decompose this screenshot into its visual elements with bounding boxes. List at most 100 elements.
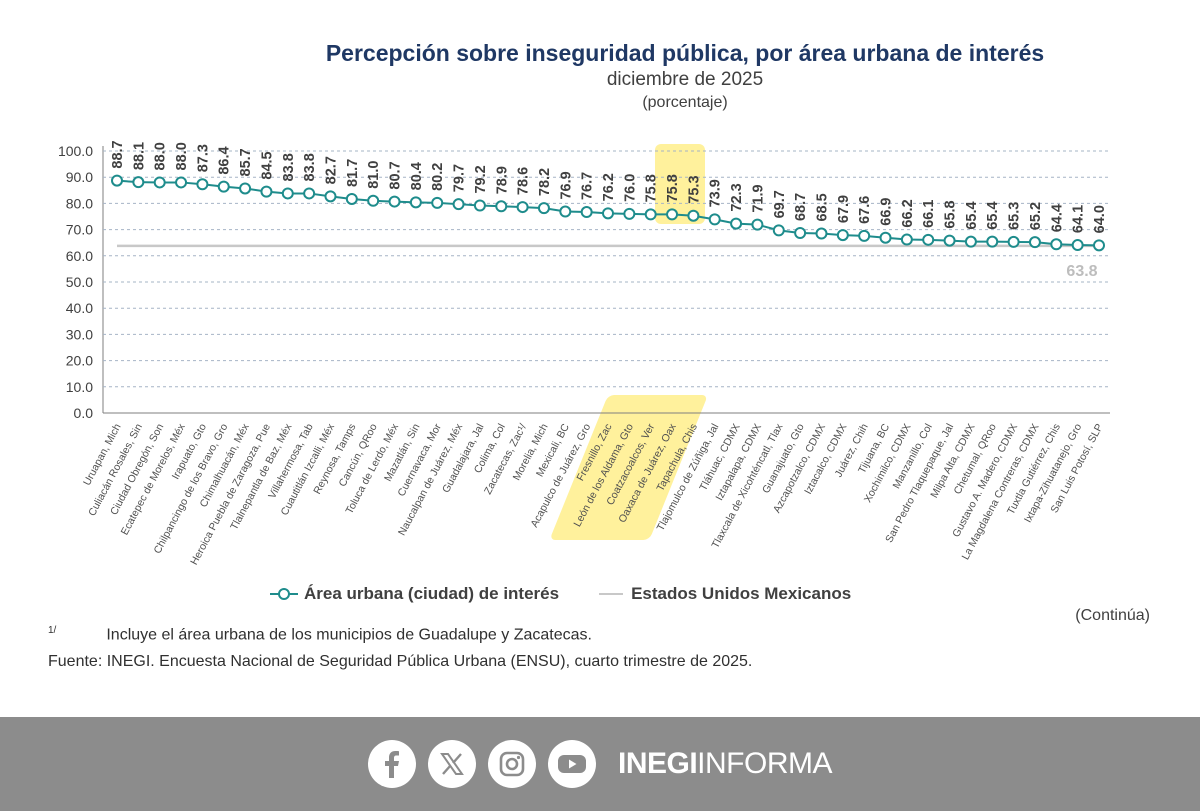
footnote-mark: 1/ <box>48 625 57 636</box>
legend-label-city: Área urbana (ciudad) de interés <box>304 584 560 603</box>
data-point <box>1093 239 1105 252</box>
data-label: 88.0 <box>174 142 190 170</box>
y-tick-label: 70.0 <box>66 222 93 238</box>
x-icon[interactable] <box>427 740 476 788</box>
data-point <box>879 231 892 244</box>
y-tick-label: 90.0 <box>66 169 93 185</box>
data-label: 79.2 <box>473 165 489 193</box>
legend-marker-city <box>270 588 298 600</box>
data-label: 75.8 <box>644 174 660 202</box>
data-point <box>1050 238 1063 251</box>
data-point <box>666 208 679 221</box>
data-label: 66.1 <box>921 200 937 228</box>
data-label: 81.0 <box>366 161 382 189</box>
data-point <box>708 213 721 226</box>
data-label: 80.4 <box>409 162 425 190</box>
data-point <box>751 218 764 231</box>
line-chart: 100.0 90.0 80.0 70.0 60.0 50.0 40.0 30.0 20.0 10.… <box>58 140 1110 567</box>
chart-subtitle: diciembre de 2025 <box>606 69 764 90</box>
data-point <box>260 185 273 198</box>
y-tick-label: 60.0 <box>66 248 93 264</box>
data-point <box>196 178 209 191</box>
data-label: 69.7 <box>772 190 788 218</box>
data-label: 82.7 <box>323 156 339 184</box>
data-label: 64.4 <box>1049 204 1065 232</box>
source-text: Fuente: INEGI. Encuesta Nacional de Segu… <box>48 653 753 670</box>
y-tick-label: 100.0 <box>58 143 93 159</box>
data-point <box>345 192 358 205</box>
data-label: 85.7 <box>238 148 254 176</box>
data-label: 78.2 <box>537 168 553 196</box>
data-label: 80.2 <box>430 163 446 191</box>
footer-bar: INEGIINFORMA <box>0 717 1200 811</box>
data-point <box>239 182 252 195</box>
data-point <box>943 234 956 247</box>
data-label: 67.6 <box>857 196 873 224</box>
y-tick-label: 10.0 <box>66 379 93 395</box>
y-tick-label: 30.0 <box>66 326 93 342</box>
data-label: 67.9 <box>836 195 852 223</box>
data-point <box>1071 239 1084 252</box>
data-point <box>815 227 828 240</box>
data-label: 79.7 <box>452 164 468 192</box>
data-point <box>495 200 508 213</box>
data-point <box>644 208 657 221</box>
data-point <box>367 194 380 207</box>
data-point <box>922 233 935 246</box>
data-label: 68.5 <box>814 193 830 221</box>
data-label: 76.9 <box>558 171 574 199</box>
data-label: 65.2 <box>1028 202 1044 230</box>
youtube-icon[interactable] <box>547 740 596 788</box>
data-label: 71.9 <box>750 184 766 212</box>
legend-marker-national <box>599 593 624 595</box>
data-label: 76.0 <box>622 174 638 202</box>
data-label: 83.8 <box>281 153 297 181</box>
data-point <box>836 229 849 242</box>
data-point <box>153 176 166 189</box>
data-label: 65.4 <box>964 201 980 229</box>
data-point <box>602 207 614 220</box>
data-point <box>431 196 444 209</box>
instagram-icon[interactable] <box>487 740 536 788</box>
data-label: 83.8 <box>302 153 318 181</box>
data-point <box>111 174 123 187</box>
data-point <box>687 209 700 222</box>
data-point <box>772 224 785 237</box>
data-label: 87.3 <box>195 144 211 172</box>
highlight-values <box>655 144 705 224</box>
data-label: 64.1 <box>1071 205 1087 233</box>
data-point <box>623 207 636 220</box>
data-point <box>303 187 316 200</box>
legend-label-national: Estados Unidos Mexicanos <box>631 584 852 603</box>
facebook-icon[interactable] <box>367 740 416 788</box>
data-point <box>388 195 401 208</box>
national-value-label: 63.8 <box>1066 263 1097 280</box>
data-label: 84.5 <box>259 151 275 179</box>
data-point <box>132 176 145 189</box>
data-label: 78.9 <box>494 166 510 194</box>
y-tick-label: 20.0 <box>66 353 93 369</box>
data-point <box>580 206 593 219</box>
data-label: 65.8 <box>943 200 959 228</box>
data-point <box>1028 236 1041 249</box>
data-label: 80.7 <box>388 161 404 189</box>
data-point <box>452 198 465 211</box>
y-tick-label: 80.0 <box>66 195 93 211</box>
data-label: 65.4 <box>985 201 1001 229</box>
footnote-text: Incluye el área urbana de los municipios… <box>106 626 592 644</box>
data-point <box>900 233 913 246</box>
data-point <box>794 227 807 240</box>
footnote: 1/Incluye el área urbana de los municipi… <box>48 625 592 644</box>
data-label: 76.2 <box>601 173 617 201</box>
data-point <box>324 190 337 203</box>
data-point <box>1007 235 1020 248</box>
data-point <box>858 229 871 242</box>
data-label: 78.6 <box>516 167 532 195</box>
data-point <box>175 176 188 189</box>
data-label: 75.3 <box>686 175 702 203</box>
data-point <box>537 202 550 215</box>
data-label: 76.7 <box>580 172 596 200</box>
legend: Área urbana (ciudad) de interés Estados … <box>270 584 891 604</box>
continues-note: (Continúa) <box>1075 607 1150 624</box>
data-label: 64.0 <box>1092 205 1108 233</box>
